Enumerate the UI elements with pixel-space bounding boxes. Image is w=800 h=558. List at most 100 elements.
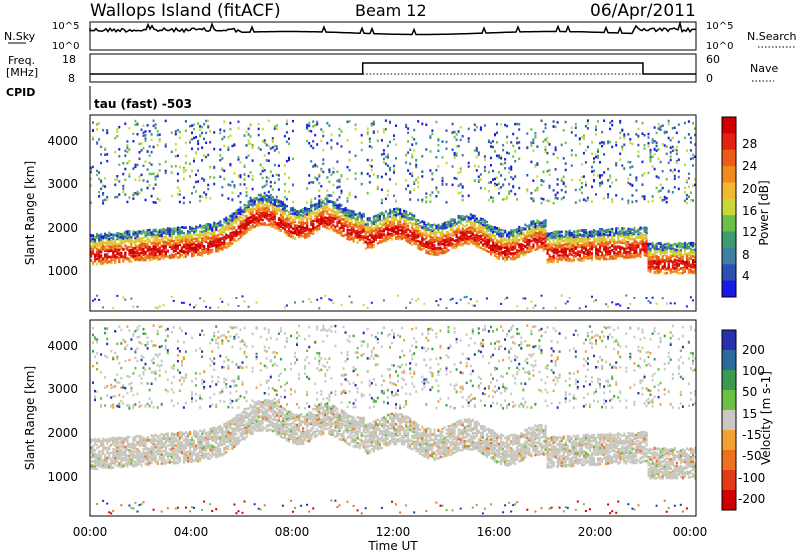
scatter-cell bbox=[225, 222, 227, 225]
scatter-cell bbox=[302, 208, 304, 211]
scatter-cell bbox=[437, 242, 439, 245]
scatter-cell bbox=[286, 205, 288, 208]
scatter-cell bbox=[442, 225, 444, 228]
scatter-cell bbox=[104, 199, 106, 202]
scatter-cell bbox=[199, 129, 201, 132]
scatter-cell bbox=[256, 302, 258, 304]
scatter-cell bbox=[238, 158, 240, 161]
scatter-cell bbox=[389, 233, 391, 236]
scatter-cell bbox=[336, 211, 338, 214]
scatter-cell bbox=[130, 252, 132, 255]
scatter-cell bbox=[369, 164, 371, 167]
scatter-cell bbox=[490, 164, 492, 167]
scatter-cell bbox=[114, 248, 116, 251]
scatter-cell bbox=[397, 237, 399, 240]
scatter-cell bbox=[286, 198, 288, 201]
scatter-cell bbox=[298, 221, 300, 224]
scatter-cell bbox=[405, 219, 407, 222]
scatter-cell bbox=[155, 183, 157, 186]
scatter-cell bbox=[482, 231, 484, 234]
scatter-cell bbox=[104, 248, 106, 251]
scatter-cell bbox=[276, 148, 278, 151]
scatter-cell bbox=[296, 211, 298, 214]
scatter-cell bbox=[155, 237, 157, 240]
scatter-cell bbox=[353, 224, 355, 227]
scatter-cell bbox=[484, 248, 486, 251]
scatter-cell bbox=[328, 228, 330, 231]
scatter-cell bbox=[120, 255, 122, 258]
scatter-cell bbox=[425, 231, 427, 234]
scatter-cell bbox=[320, 140, 322, 143]
scatter-cell bbox=[387, 190, 389, 193]
scatter-cell bbox=[147, 124, 149, 127]
scatter-cell bbox=[151, 258, 153, 261]
scatter-cell bbox=[272, 199, 274, 202]
scatter-cell bbox=[104, 258, 106, 261]
scatter-cell bbox=[494, 226, 496, 229]
scatter-cell bbox=[110, 242, 112, 245]
scatter-cell bbox=[282, 203, 284, 206]
scatter-cell bbox=[421, 155, 423, 158]
scatter-cell bbox=[199, 297, 201, 299]
scatter-cell bbox=[199, 125, 201, 128]
scatter-cell bbox=[280, 229, 282, 232]
scatter-cell bbox=[244, 178, 246, 181]
scatter-cell bbox=[246, 187, 248, 190]
scatter-cell bbox=[169, 228, 171, 231]
scatter-cell bbox=[207, 188, 209, 191]
scatter-cell bbox=[159, 169, 161, 172]
scatter-cell bbox=[149, 255, 151, 257]
scatter-cell bbox=[393, 208, 395, 211]
scatter-cell bbox=[308, 125, 310, 128]
scatter-cell bbox=[320, 212, 322, 215]
scatter-cell bbox=[195, 152, 197, 155]
scatter-cell bbox=[377, 219, 379, 222]
scatter-cell bbox=[268, 160, 270, 163]
scatter-cell bbox=[235, 209, 237, 212]
scatter-cell bbox=[128, 258, 130, 261]
scatter-cell bbox=[490, 248, 492, 251]
scatter-cell bbox=[468, 162, 470, 165]
scatter-cell bbox=[209, 228, 211, 231]
nave-tick-bottom: 0 bbox=[706, 72, 713, 85]
scatter-cell bbox=[456, 178, 458, 181]
scatter-cell bbox=[393, 165, 395, 168]
scatter-cell bbox=[466, 238, 468, 241]
scatter-cell bbox=[149, 240, 151, 243]
scatter-cell bbox=[288, 224, 290, 227]
scatter-cell bbox=[336, 223, 338, 226]
scatter-cell bbox=[379, 215, 381, 218]
scatter-cell bbox=[486, 238, 488, 241]
scatter-cell bbox=[112, 234, 114, 237]
scatter-cell bbox=[421, 244, 423, 247]
scatter-cell bbox=[266, 207, 268, 210]
scatter-cell bbox=[494, 253, 496, 256]
scatter-cell bbox=[294, 212, 296, 215]
scatter-cell bbox=[387, 237, 389, 240]
scatter-cell bbox=[417, 231, 419, 234]
scatter-cell bbox=[393, 214, 395, 217]
scatter-cell bbox=[134, 235, 136, 238]
scatter-cell bbox=[310, 232, 312, 235]
scatter-cell bbox=[478, 179, 480, 182]
scatter-cell bbox=[219, 159, 221, 162]
scatter-cell bbox=[385, 210, 387, 213]
scatter-cell bbox=[201, 250, 203, 253]
scatter-cell bbox=[92, 252, 94, 255]
scatter-cell bbox=[233, 213, 235, 216]
scatter-cell bbox=[462, 154, 464, 157]
scatter-cell bbox=[454, 136, 456, 139]
scatter-cell bbox=[223, 145, 225, 148]
scatter-cell bbox=[153, 125, 155, 128]
scatter-cell bbox=[262, 128, 264, 131]
scatter-cell bbox=[328, 201, 330, 204]
scatter-cell bbox=[120, 241, 122, 244]
scatter-cell bbox=[433, 253, 435, 256]
scatter-cell bbox=[423, 247, 425, 250]
scatter-cell bbox=[336, 213, 338, 216]
scatter-cell bbox=[244, 183, 246, 186]
scatter-cell bbox=[407, 217, 409, 220]
scatter-cell bbox=[114, 260, 116, 263]
scatter-cell bbox=[351, 221, 353, 224]
scatter-cell bbox=[399, 226, 401, 229]
